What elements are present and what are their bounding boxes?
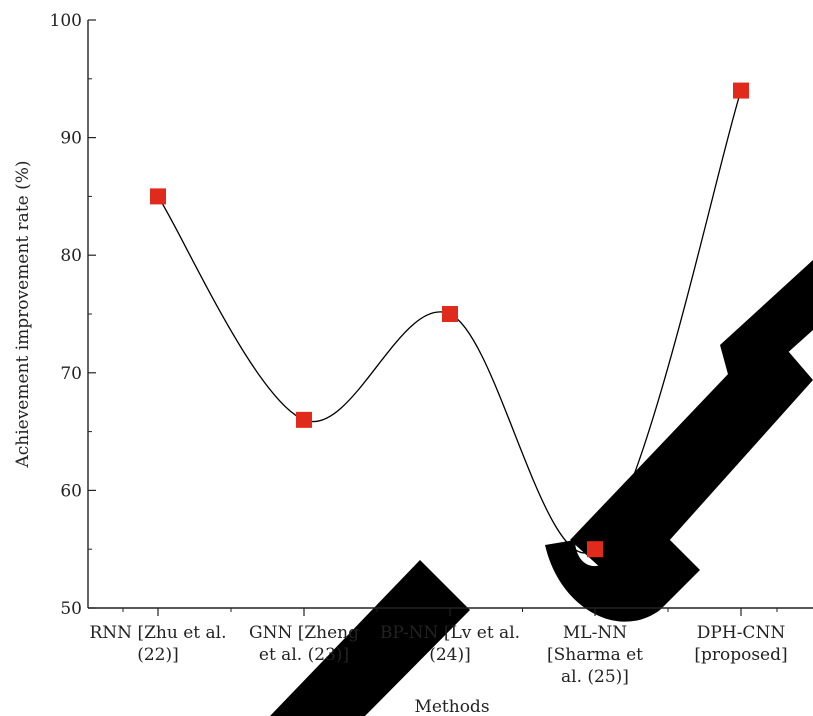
y-tick-label: 60	[60, 481, 82, 501]
data-point-marker	[150, 188, 166, 205]
y-tick-label: 90	[60, 129, 82, 149]
x-category-label: DPH-CNN [proposed]	[694, 623, 787, 665]
y-tick-label: 70	[60, 364, 82, 384]
data-point-marker	[587, 541, 603, 558]
y-tick-label: 100	[50, 11, 82, 31]
x-axis-title: Methods	[414, 697, 489, 716]
x-category-label: ML-NN [Sharma et al. (25)]	[547, 623, 643, 687]
x-category-label-line: (24)]	[429, 645, 471, 665]
watermark-t-stem	[570, 330, 813, 590]
x-category-label-line: DPH-CNN	[697, 623, 786, 643]
x-category-label: BP-NN [Lv et al. (24)]	[380, 623, 520, 665]
y-tick-label: 80	[60, 246, 82, 266]
data-point-marker	[733, 82, 749, 99]
x-category-label-line: ML-NN	[563, 623, 627, 643]
x-ticks: RNN [Zhu et al. (22)] GNN [Zheng et al. (23…	[90, 608, 788, 687]
x-category-label-line: GNN [Zheng	[249, 623, 359, 643]
series-line	[157, 90, 742, 554]
y-axis-title: Achievement improvement rate (%)	[13, 160, 33, 468]
data-point-marker	[296, 411, 312, 428]
x-category-label-line: [proposed]	[694, 645, 787, 665]
retracted-watermark	[270, 260, 813, 716]
watermark-c-shape	[545, 520, 700, 622]
x-category-label: GNN [Zheng et al. (23)]	[249, 623, 359, 665]
x-category-label: RNN [Zhu et al. (22)]	[90, 623, 227, 665]
watermark-a-shape	[270, 560, 470, 716]
x-category-label-line: al. (25)]	[561, 667, 629, 687]
series-curve	[157, 90, 742, 554]
data-point-marker	[442, 306, 458, 322]
x-category-label-line: [Sharma et	[547, 645, 643, 665]
x-category-label-line: BP-NN [Lv et al.	[380, 623, 520, 643]
x-category-label-line: et al. (23)]	[259, 645, 349, 665]
x-category-label-line: (22)]	[137, 645, 179, 665]
y-tick-label: 50	[60, 599, 82, 619]
y-ticks: 50 60 70 80 90 100	[50, 11, 96, 619]
series-markers	[150, 82, 749, 558]
x-category-label-line: RNN [Zhu et al.	[90, 623, 227, 643]
